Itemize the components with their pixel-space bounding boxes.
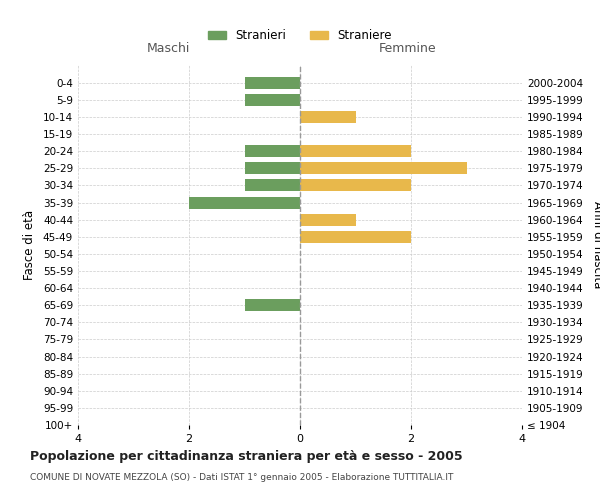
Bar xyxy=(245,94,300,106)
Bar xyxy=(300,180,411,192)
Bar xyxy=(245,76,300,88)
Bar xyxy=(189,196,300,208)
Text: Maschi: Maschi xyxy=(146,42,190,56)
Text: Popolazione per cittadinanza straniera per età e sesso - 2005: Popolazione per cittadinanza straniera p… xyxy=(30,450,463,463)
Legend: Stranieri, Straniere: Stranieri, Straniere xyxy=(203,24,397,46)
Text: COMUNE DI NOVATE MEZZOLA (SO) - Dati ISTAT 1° gennaio 2005 - Elaborazione TUTTIT: COMUNE DI NOVATE MEZZOLA (SO) - Dati IST… xyxy=(30,473,454,482)
Bar xyxy=(300,111,355,123)
Bar xyxy=(300,162,467,174)
Bar xyxy=(245,145,300,157)
Bar xyxy=(245,162,300,174)
Y-axis label: Anni di nascita: Anni di nascita xyxy=(590,202,600,288)
Bar xyxy=(300,231,411,242)
Text: Femmine: Femmine xyxy=(379,42,437,56)
Bar xyxy=(300,145,411,157)
Y-axis label: Fasce di età: Fasce di età xyxy=(23,210,36,280)
Bar xyxy=(245,299,300,311)
Bar xyxy=(245,180,300,192)
Bar xyxy=(300,214,355,226)
